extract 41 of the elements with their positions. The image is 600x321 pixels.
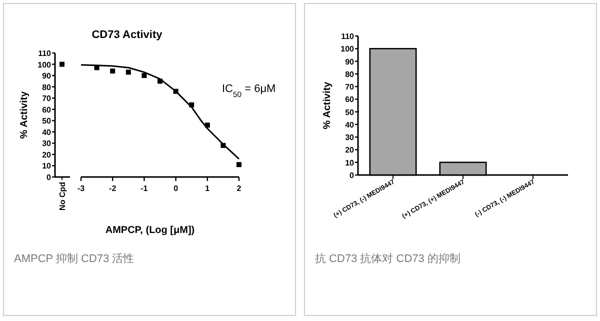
y-axis-title: % Activity [19,90,30,139]
point [110,68,116,74]
x-tick-label: 2 [236,184,242,193]
y-tick-label: 10 [42,162,52,171]
annotation: IC$_{50}$ = 6μM [222,83,276,98]
y-tick-label: 40 [345,120,355,130]
y-tick-label: 70 [345,82,355,92]
point [142,73,147,78]
y-tick-label: 10 [345,158,355,168]
y-tick-label: 70 [42,94,52,104]
point [126,70,131,75]
y-tick-label: 50 [345,108,355,117]
text: 抗 CD73 抗体对 CD73 的抑制 [315,252,460,265]
y-tick-label: 100 [38,60,52,70]
y-tick-label: 40 [42,128,52,137]
x-tick-label: No Cpd [58,182,67,210]
y-tick-label: 110 [38,49,52,58]
x-tick-label: 0 [174,184,179,193]
y-tick-label: 60 [42,105,52,114]
x-tick-label: -1 [140,184,148,193]
point [236,162,242,168]
y-tick-label: 0 [350,171,355,180]
y-tick-label: 20 [345,146,355,155]
y-tick-label: 90 [42,72,52,81]
y-axis-title: % Activity [322,81,333,130]
y-tick-label: 110 [341,32,355,41]
x-tick-label: -2 [109,184,117,193]
x-axis-title: AMPCP, (Log [μM]) [105,225,195,236]
text: AMPCP 抑制 CD73 活性 [14,252,134,265]
y-tick-label: 80 [345,70,355,79]
y-tick-label: 30 [345,133,355,142]
chart-title: CD73 Activity [92,29,164,41]
y-tick-label: 20 [42,150,52,160]
y-tick-label: 100 [340,44,355,54]
x-tick-label: -3 [77,184,86,193]
y-tick-label: 90 [345,57,355,66]
x-tick-label: 1 [205,184,210,193]
y-tick-label: 30 [42,139,52,148]
y-tick-label: 80 [42,82,52,92]
y-tick-label: 50 [42,116,52,126]
y-tick-label: 60 [345,95,355,104]
